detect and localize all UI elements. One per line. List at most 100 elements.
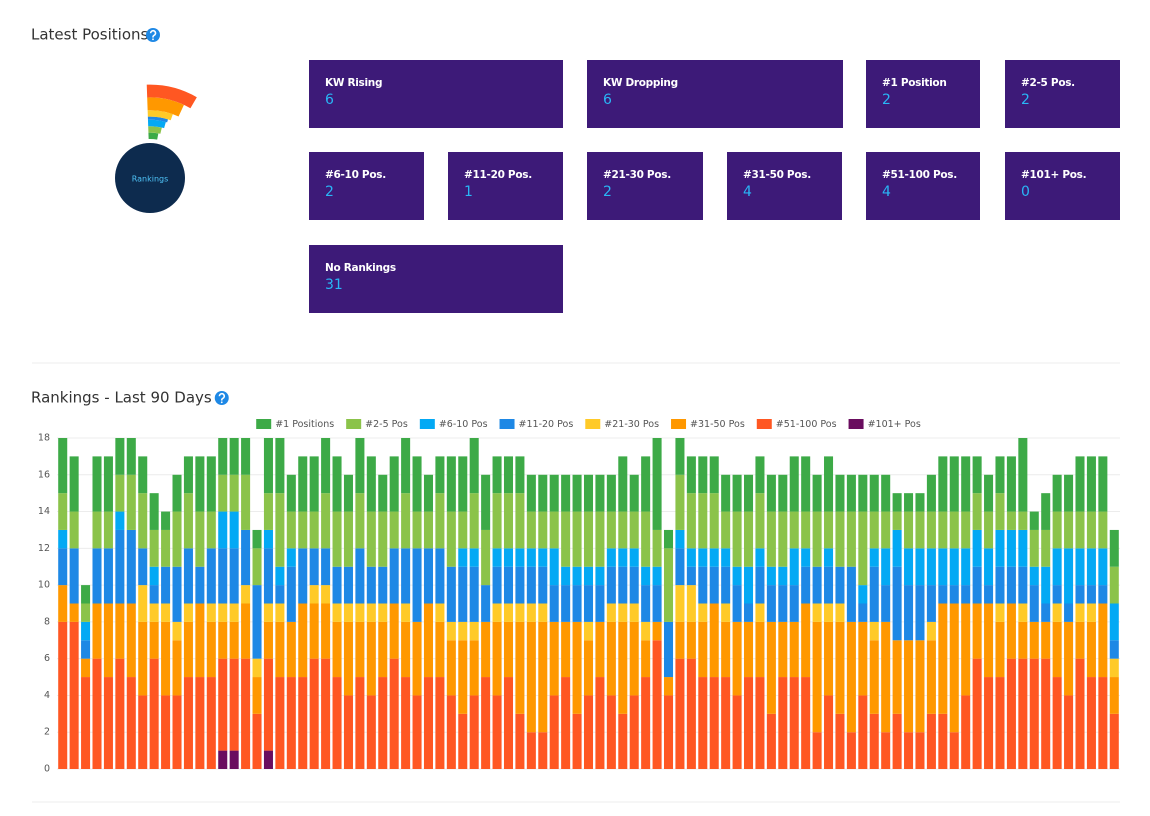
bar-segment: [961, 603, 971, 696]
bar-segment: [401, 603, 411, 622]
bar-segment: [149, 493, 159, 530]
stat-card: #2-5 Pos. 2: [1005, 60, 1120, 128]
bar-segment: [561, 621, 571, 678]
bar-segment: [412, 695, 422, 769]
bar-segment: [583, 511, 594, 567]
bar-segment: [698, 621, 708, 678]
help-dot: [220, 401, 223, 404]
bar-segment: [218, 474, 228, 512]
bar-segment: [149, 621, 159, 659]
bar-segment: [709, 493, 719, 549]
y-tick-label: 12: [38, 543, 50, 554]
bar-segment: [103, 603, 113, 678]
bar-segment: [332, 456, 342, 512]
bar-segment: [275, 566, 285, 586]
y-tick-label: 2: [44, 727, 50, 738]
bar-segment: [126, 603, 136, 678]
bar-segment: [1075, 456, 1085, 512]
bar-segment: [309, 658, 319, 769]
bar-segment: [526, 603, 536, 622]
help-icon[interactable]: [146, 28, 160, 42]
card-value: 6: [325, 92, 334, 108]
bar-segment: [561, 585, 571, 622]
bar-segment: [801, 456, 811, 512]
card-label: No Rankings: [325, 262, 396, 274]
bar-segment: [526, 511, 536, 549]
bar-segment: [378, 603, 388, 622]
bar-segment: [229, 438, 239, 475]
stat-card: #21-30 Pos. 2: [587, 152, 703, 220]
bar-segment: [92, 548, 102, 604]
bar-segment: [732, 566, 742, 586]
bar-segment: [423, 511, 433, 549]
bar-segment: [869, 511, 879, 549]
bar-segment: [1109, 658, 1119, 678]
bar-segment: [1006, 511, 1016, 530]
bar-segment: [801, 677, 811, 769]
bar-segment: [846, 621, 856, 733]
bar-segment: [572, 474, 582, 512]
bar-segment: [652, 585, 662, 622]
card-bg: [587, 60, 843, 128]
bar-segment: [229, 658, 239, 751]
bar-segment: [686, 658, 696, 769]
bar-segment: [229, 750, 239, 769]
bar-segment: [58, 548, 68, 586]
bar-segment: [218, 511, 228, 549]
bar-segment: [606, 621, 616, 696]
bar-segment: [492, 603, 502, 622]
card-value: 4: [743, 184, 752, 200]
bar-segment: [321, 438, 331, 494]
bar-segment: [572, 713, 582, 769]
bar-segment: [126, 438, 136, 475]
card-label: #2-5 Pos.: [1021, 77, 1075, 89]
bar-segment: [458, 640, 468, 714]
bar-segment: [595, 677, 605, 769]
bar-segment: [744, 677, 754, 769]
bar-segment: [366, 621, 376, 696]
bar-segment: [458, 621, 468, 641]
bar-segment: [469, 621, 479, 641]
bar-segment: [389, 603, 399, 659]
bar-segment: [423, 548, 433, 604]
bar-segment: [572, 566, 582, 586]
bar-segment: [58, 529, 68, 549]
bar-segment: [58, 493, 68, 530]
bar-segment: [1041, 529, 1051, 567]
bar-segment: [1098, 677, 1108, 769]
bar-segment: [744, 621, 754, 678]
stat-card: #11-20 Pos. 1: [448, 152, 563, 220]
bar-segment: [1018, 438, 1028, 512]
bar-segment: [1006, 529, 1016, 567]
bar-segment: [526, 566, 536, 604]
bar-segment: [1075, 548, 1085, 586]
card-label: KW Rising: [325, 77, 382, 89]
bar-segment: [1064, 474, 1074, 512]
bar-segment: [103, 511, 113, 549]
bar-segment: [766, 621, 776, 714]
bar-segment: [183, 493, 193, 549]
bar-segment: [1029, 585, 1039, 622]
y-tick-label: 4: [44, 690, 50, 701]
help-icon[interactable]: [214, 391, 229, 405]
bar-segment: [698, 677, 708, 769]
bar-segment: [789, 456, 799, 512]
y-tick-label: 16: [38, 469, 50, 480]
bar-segment: [92, 511, 102, 549]
bar-segment: [206, 603, 216, 622]
bar-segment: [138, 585, 148, 622]
bar-segment: [149, 603, 159, 622]
bar-segment: [401, 677, 411, 769]
bar-segment: [629, 695, 639, 769]
gauge-segment: [147, 110, 173, 121]
bar-segment: [286, 677, 296, 769]
bar-segment: [126, 474, 136, 530]
bar-segment: [492, 548, 502, 567]
bar-segment: [309, 603, 319, 659]
bar-segment: [686, 585, 696, 622]
bar-segment: [355, 548, 365, 604]
bar-segment: [549, 585, 559, 622]
bar-segment: [161, 603, 171, 622]
bar-segment: [275, 493, 285, 567]
